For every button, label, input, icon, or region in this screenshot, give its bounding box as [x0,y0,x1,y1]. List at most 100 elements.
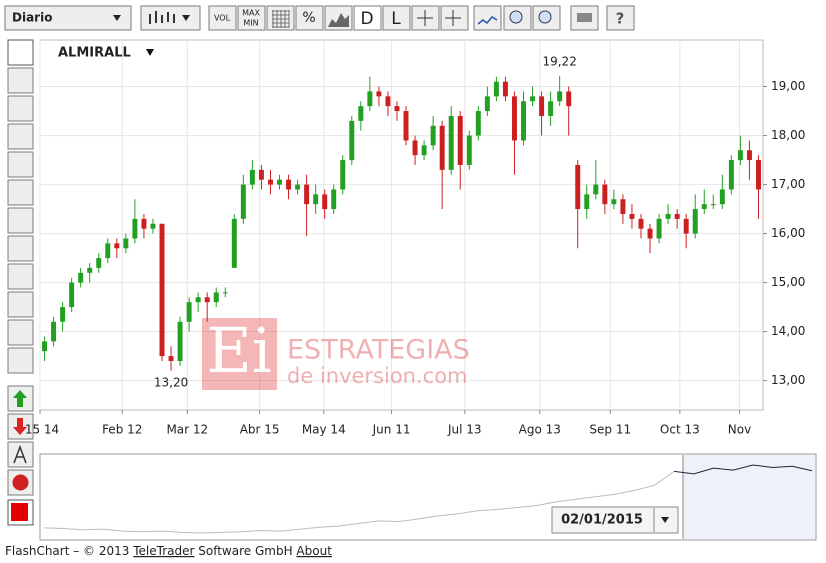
symbol-dropdown[interactable] [146,49,154,56]
x-tick-label: 15 14 [25,423,59,437]
low-label: 13,20 [154,375,188,389]
candle-body [331,189,337,210]
candle-body [376,91,382,97]
candle-body [304,184,310,205]
dropdown-arrow [182,15,190,21]
y-tick-label: 16,00 [771,226,805,240]
candle-body [267,179,273,185]
navigator-selection [674,464,813,475]
d-label: D [360,9,373,29]
candle-body [430,125,436,146]
y-tick-label: 15,00 [771,275,805,289]
candle-body [502,81,508,97]
candle-body [322,194,328,210]
tool-button[interactable] [7,67,34,94]
x-tick-label: Ago 13 [519,423,561,437]
about-link[interactable]: About [296,544,332,558]
tool-button[interactable] [7,235,34,262]
d-button[interactable] [353,5,382,31]
x-tick-label: Nov [728,423,751,437]
candle-body [412,140,418,156]
x-tick-label: Jun 11 [372,423,411,437]
candle-body [240,184,246,219]
navigator-window[interactable] [683,455,815,539]
candle-body [611,199,617,205]
vol-button[interactable] [208,5,237,31]
tool-button[interactable] [7,319,34,346]
candle-body [150,223,156,229]
candle-body [629,213,635,219]
candle-body [249,169,255,185]
candle-body [394,106,400,112]
candles [42,75,761,371]
candle-body [484,96,490,112]
candle-body [349,120,355,161]
candle-body [69,282,75,308]
y-tick-label: 14,00 [771,324,805,338]
candle-body [584,194,590,210]
hand-tool[interactable] [7,39,34,66]
candle-body [539,96,545,116]
tool-button[interactable] [7,291,34,318]
x-tick-label: Jul 13 [447,423,482,437]
period-label: Diario [12,11,52,25]
text-tool[interactable] [7,441,34,468]
grid-icon [272,10,290,28]
zoom-icon [509,10,523,24]
candle-body [692,209,698,234]
indicator-button[interactable] [473,5,502,31]
tool-button[interactable] [7,179,34,206]
candle-body [177,321,183,361]
color-swatch [11,503,28,521]
candle-body [195,297,201,303]
candle-body [277,179,282,185]
y-tick-label: 18,00 [771,128,805,142]
up-arrow [13,390,27,407]
l-button[interactable] [382,5,411,31]
candle-body [493,81,499,97]
tool-button[interactable] [7,347,34,374]
date-label: 02/01/2015 [561,513,643,528]
candle-body [60,307,66,322]
watermark-line2: de inversion.com [287,364,468,388]
x-tick-label: Abr 15 [240,423,280,437]
candle-body [231,218,237,268]
percent-button[interactable] [295,5,324,31]
max-label: MAX [242,9,260,18]
help-button[interactable] [606,5,635,31]
crosshair-icon [445,10,461,26]
tool-button[interactable] [7,263,34,290]
tool-button[interactable] [7,207,34,234]
candle-body [665,213,671,219]
candle-body [141,218,147,229]
candle-body [575,164,581,210]
symbol-title: ALMIRALL [58,46,131,61]
candle-body [222,292,228,294]
period-select[interactable] [4,5,132,31]
dropdown-arrow [113,15,121,21]
grid-button[interactable] [266,5,295,31]
date-box[interactable] [551,506,679,534]
down-arrow [13,418,27,435]
candle-body [42,341,48,352]
candle-body [295,184,301,190]
percent-label: % [302,10,315,26]
area-icon [328,13,349,27]
tool-button[interactable] [7,151,34,178]
x-tick-label: Feb 12 [102,423,142,437]
candle-body [457,115,463,165]
candle-body [96,258,102,268]
candle-body [258,169,264,180]
company-link[interactable]: TeleTrader [132,544,194,558]
candle-body [710,204,716,206]
candle-body [123,238,129,249]
candle-body [638,218,644,229]
candle-body [719,189,725,205]
candle-body [213,292,219,303]
candle-body [421,145,427,156]
high-label: 19,22 [542,54,576,68]
maxmin-button[interactable] [237,5,266,31]
tool-button[interactable] [7,95,34,122]
candle-body [159,223,165,357]
tool-button[interactable] [7,123,34,150]
